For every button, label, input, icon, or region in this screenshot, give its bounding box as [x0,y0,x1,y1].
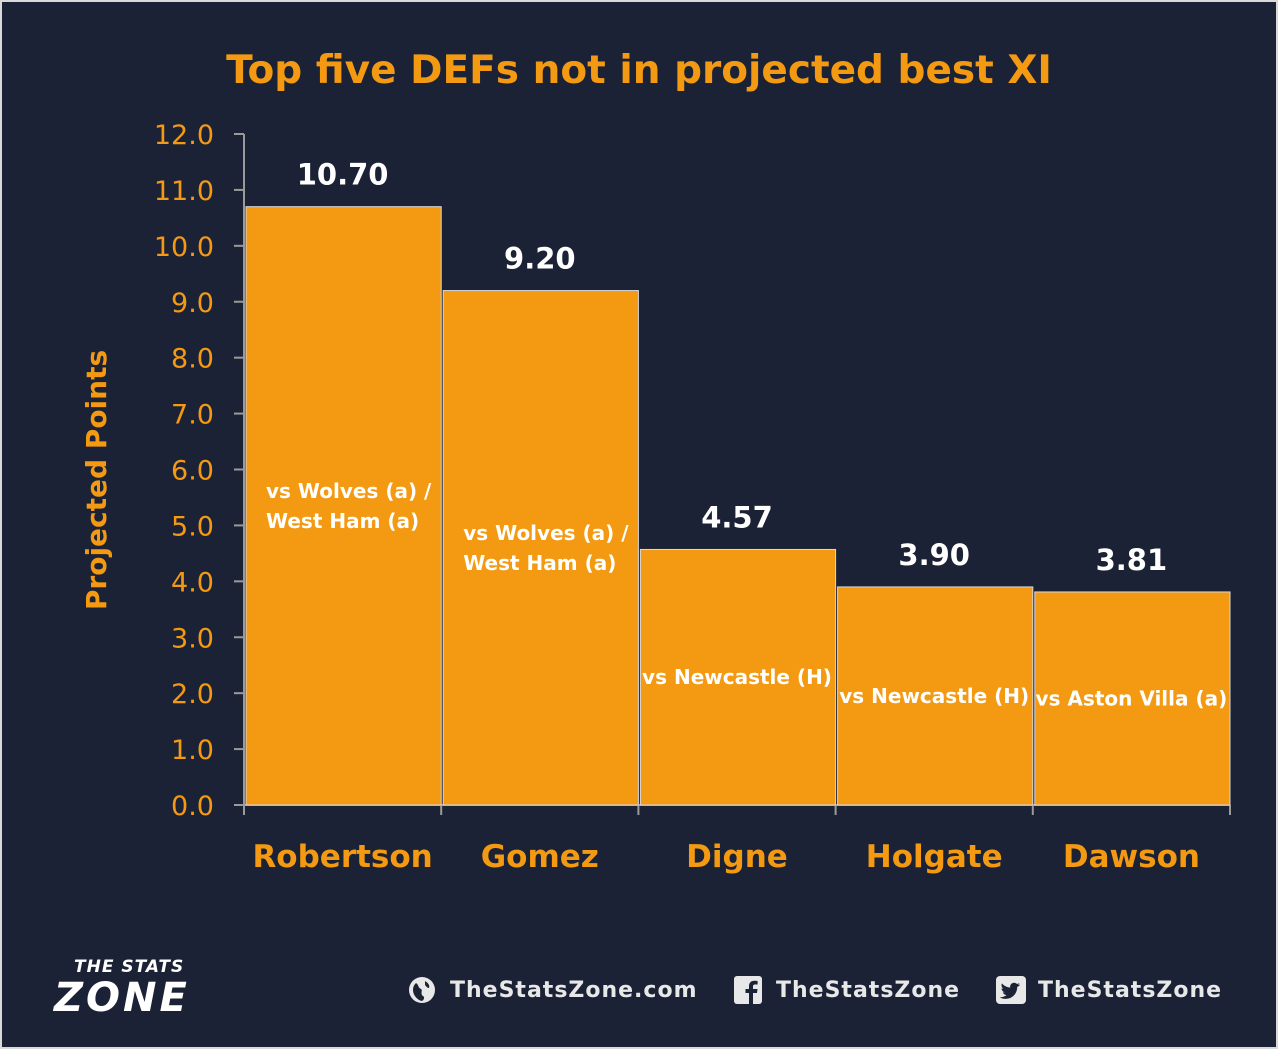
y-tick-label: 7.0 [171,400,214,431]
value-label: 3.90 [898,538,970,572]
bar [639,548,837,806]
bar [1034,591,1231,806]
fixture-label: vs Newcastle (H) [642,665,832,689]
bar [837,586,1034,806]
chart-title: Top five DEFs not in projected best XI [226,48,1052,93]
value-label: 10.70 [297,158,389,192]
category-label: Robertson [252,839,432,875]
y-tick-label: 9.0 [171,288,214,319]
facebook-icon [734,976,762,1004]
y-tick-label: 6.0 [171,456,214,487]
category-label: Holgate [866,839,1003,875]
y-tick-label: 8.0 [171,344,214,375]
bar [245,206,442,806]
bar [442,290,639,806]
footer: THE STATS ZONE TheStatsZone.com TheStats… [2,947,1276,1027]
fixture-label: West Ham (a) [463,551,616,575]
y-tick-label: 11.0 [154,176,214,207]
website-link[interactable]: TheStatsZone.com [408,975,698,1005]
y-tick-label: 4.0 [171,567,214,598]
y-tick-label: 0.0 [171,791,214,822]
bar-chart: 0.0 1.0 2.0 3.0 4.0 5.0 6.0 7.0 8.0 9.0 10.0 11.0 12… [80,120,1231,875]
category-label: Dawson [1063,839,1200,875]
y-tick-label: 12.0 [154,120,214,151]
fixture-label: West Ham (a) [266,509,419,533]
category-label: Gomez [481,839,599,875]
category-label: Digne [686,839,788,875]
y-tick-label: 1.0 [171,735,214,766]
fixture-label: vs Wolves (a) / [463,521,629,545]
y-tick-label: 5.0 [171,511,214,542]
globe-icon [408,976,436,1004]
twitter-link[interactable]: TheStatsZone [996,975,1222,1005]
value-label: 9.20 [504,242,576,276]
twitter-icon [996,976,1026,1004]
facebook-link[interactable]: TheStatsZone [734,975,960,1005]
fixture-label: vs Wolves (a) / [266,479,432,503]
stats-zone-logo: THE STATS ZONE [54,957,190,1021]
fixture-label: vs Newcastle (H) [839,684,1029,708]
y-tick-label: 2.0 [171,679,214,710]
value-label: 3.81 [1096,543,1168,577]
fixture-label: vs Aston Villa (a) [1036,686,1228,710]
y-tick-label: 10.0 [154,232,214,263]
y-axis-label: Projected Points [80,350,113,610]
value-label: 4.57 [701,500,773,534]
y-tick-label: 3.0 [171,623,214,654]
